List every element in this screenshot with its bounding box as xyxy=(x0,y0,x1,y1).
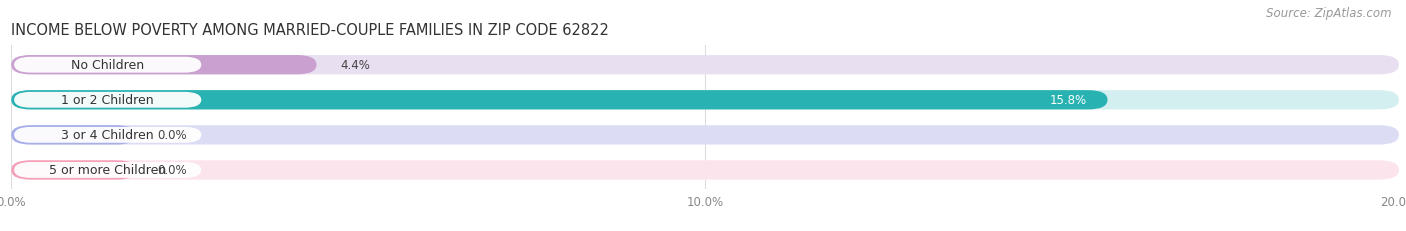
FancyBboxPatch shape xyxy=(14,128,201,143)
FancyBboxPatch shape xyxy=(11,126,1399,145)
Text: 0.0%: 0.0% xyxy=(157,164,187,177)
Text: 15.8%: 15.8% xyxy=(1050,94,1087,107)
FancyBboxPatch shape xyxy=(14,92,201,108)
Text: 3 or 4 Children: 3 or 4 Children xyxy=(62,129,155,142)
Text: No Children: No Children xyxy=(72,59,145,72)
Text: Source: ZipAtlas.com: Source: ZipAtlas.com xyxy=(1267,7,1392,20)
FancyBboxPatch shape xyxy=(11,56,316,75)
FancyBboxPatch shape xyxy=(14,162,201,178)
Text: 0.0%: 0.0% xyxy=(157,129,187,142)
FancyBboxPatch shape xyxy=(11,91,1108,110)
FancyBboxPatch shape xyxy=(14,58,201,73)
Text: 4.4%: 4.4% xyxy=(340,59,371,72)
FancyBboxPatch shape xyxy=(11,126,136,145)
Text: 1 or 2 Children: 1 or 2 Children xyxy=(62,94,155,107)
Text: 5 or more Children: 5 or more Children xyxy=(49,164,166,177)
FancyBboxPatch shape xyxy=(11,161,1399,180)
FancyBboxPatch shape xyxy=(11,56,1399,75)
FancyBboxPatch shape xyxy=(11,161,136,180)
FancyBboxPatch shape xyxy=(11,91,1399,110)
Text: INCOME BELOW POVERTY AMONG MARRIED-COUPLE FAMILIES IN ZIP CODE 62822: INCOME BELOW POVERTY AMONG MARRIED-COUPL… xyxy=(11,23,609,38)
